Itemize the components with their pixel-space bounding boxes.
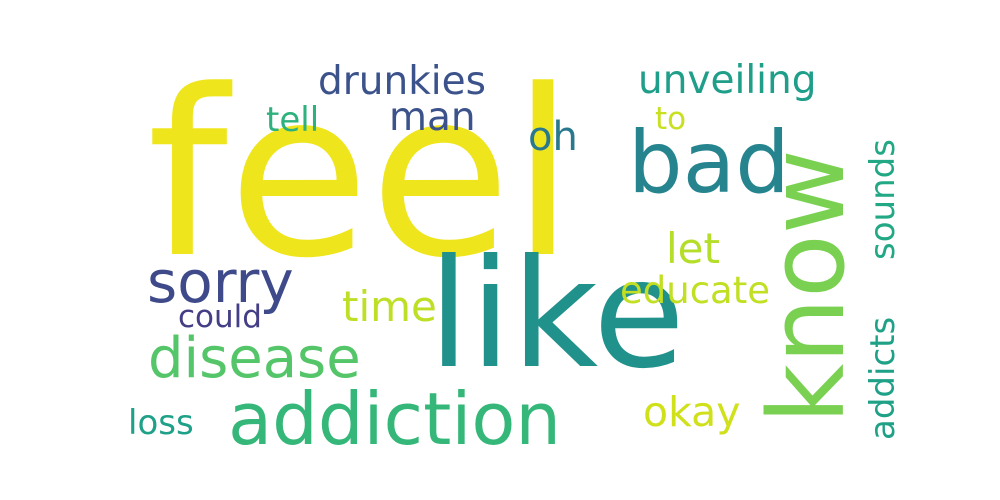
word-time: time: [342, 282, 437, 331]
word-oh: oh: [528, 114, 578, 160]
word-loss: loss: [128, 403, 194, 443]
word-bad: bad: [628, 113, 790, 213]
word-tell: tell: [266, 100, 320, 140]
word-feel: feel: [147, 42, 575, 309]
word-addicts: addicts: [863, 316, 903, 440]
word-sounds: sounds: [863, 139, 903, 260]
word-let: let: [666, 224, 720, 273]
word-could: could: [178, 299, 262, 335]
word-educate: educate: [620, 269, 770, 312]
word-okay: okay: [643, 388, 741, 436]
word-like: like: [428, 228, 686, 402]
word-unveiling: unveiling: [638, 58, 817, 103]
word-drunkies: drunkies: [318, 59, 486, 104]
word-to: to: [655, 101, 687, 137]
word-sorry: sorry: [147, 248, 294, 316]
word-addiction: addiction: [228, 377, 562, 461]
word-disease: disease: [148, 326, 361, 391]
word-man: man: [389, 95, 476, 140]
